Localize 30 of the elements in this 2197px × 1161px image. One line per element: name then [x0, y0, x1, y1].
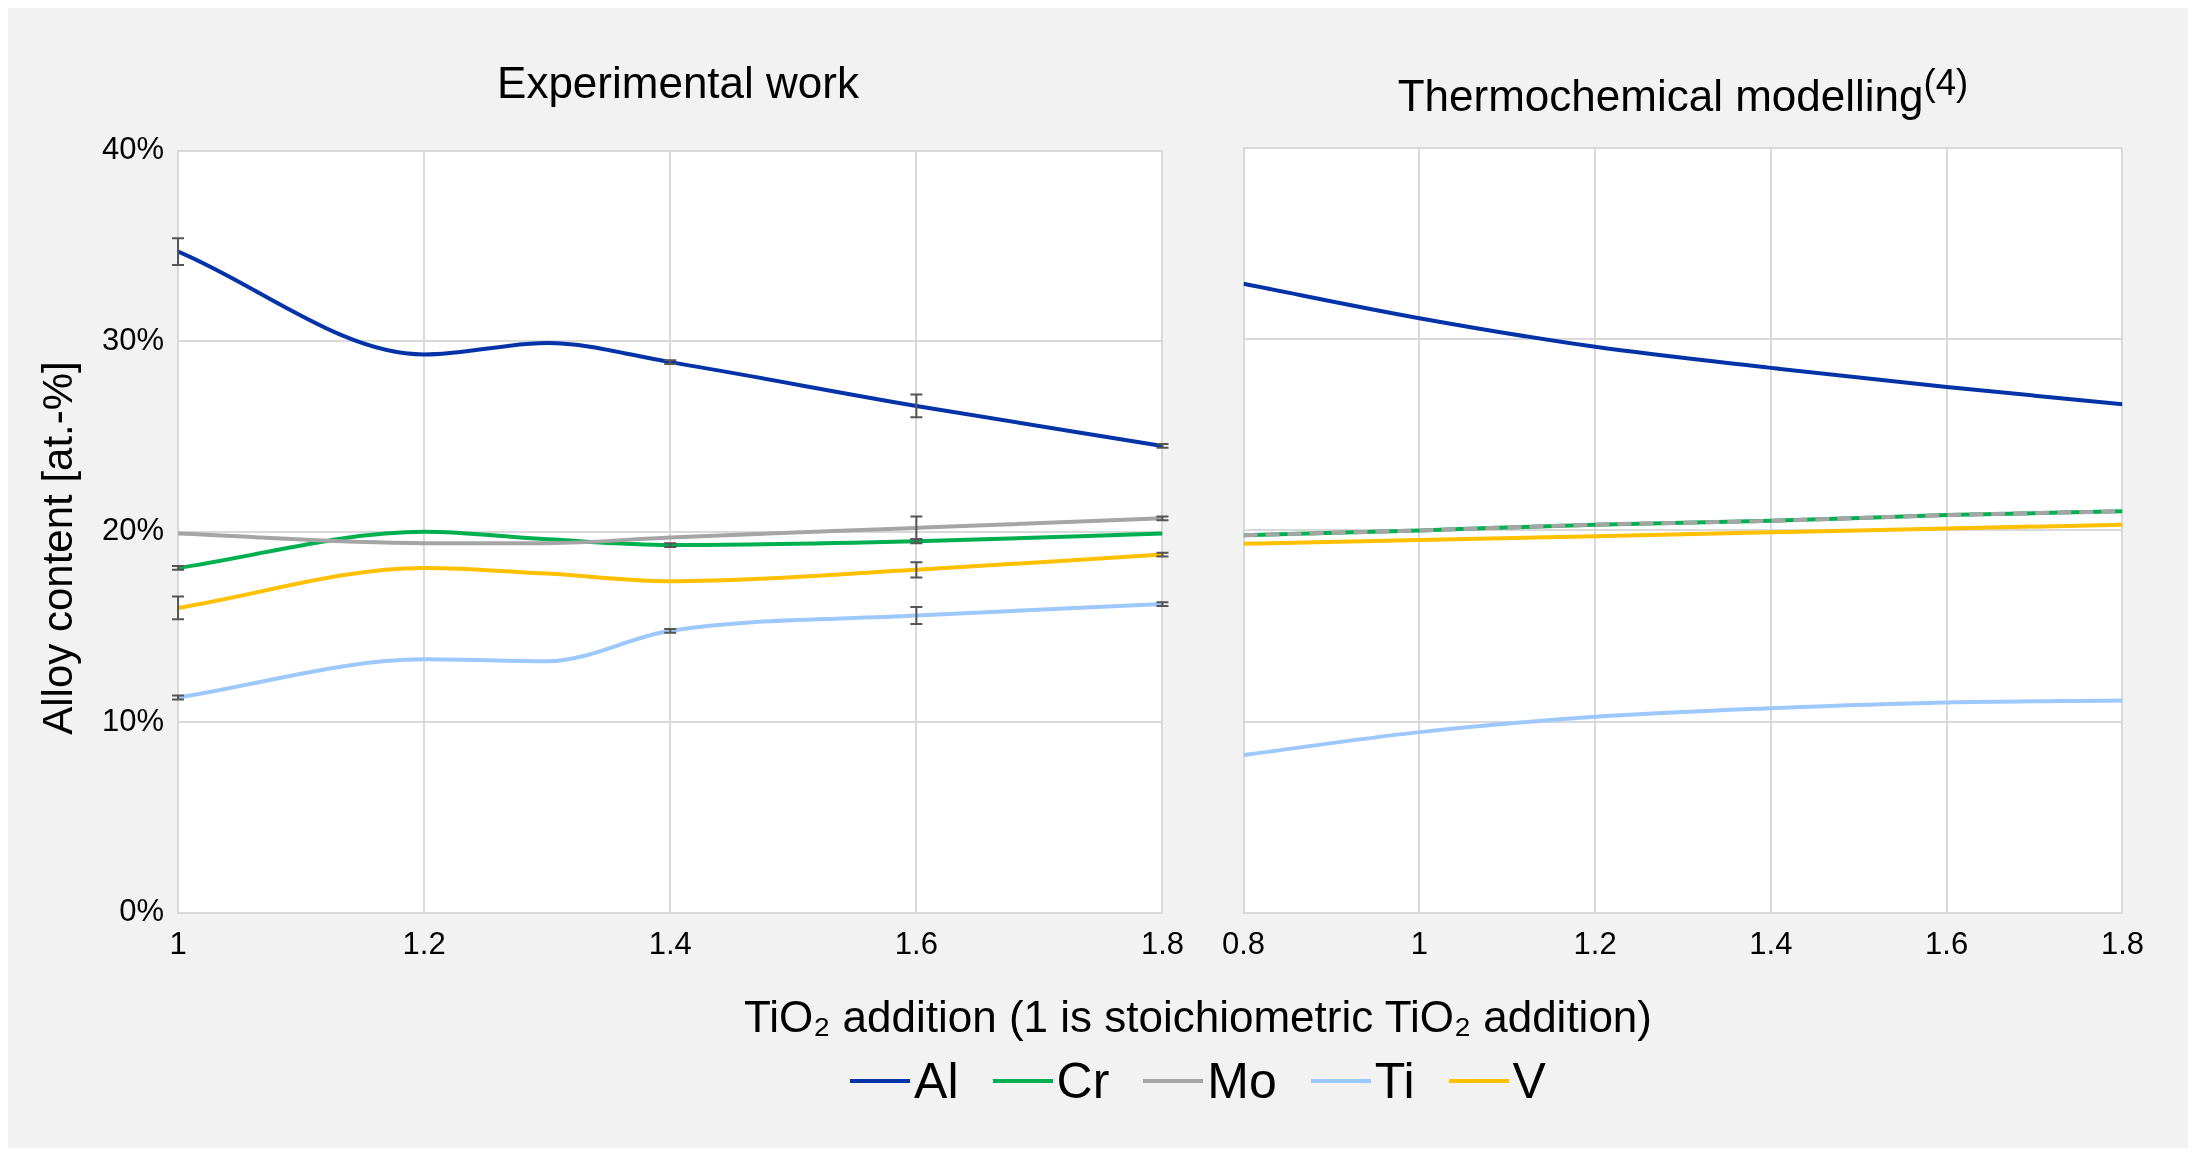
x-tick-label: 1	[169, 925, 187, 961]
x-tick-label: 0.8	[1221, 925, 1266, 961]
y-tick-label: 20%	[102, 512, 165, 548]
chart-title: Experimental work	[496, 57, 860, 109]
x-tick-label: 1.6	[894, 925, 938, 961]
y-tick-label: 40%	[102, 131, 165, 167]
x-axis-title: TiO₂ addition (1 is stoichiometric TiO₂ addition)	[743, 992, 1653, 1042]
x-tick-label: 1.2	[402, 925, 446, 961]
x-tick-label: 1	[1410, 925, 1428, 961]
x-tick-label: 1.8	[1140, 925, 1185, 961]
line-series	[178, 249, 1163, 448]
line-series	[178, 529, 1163, 570]
y-axis-title: Alloy content [at.-%]	[34, 361, 82, 735]
legend-label: V	[1512, 1052, 1546, 1110]
line-series	[178, 516, 1163, 546]
chart-title: Thermochemical modelling$^{(4)}$	[1396, 61, 1970, 120]
x-tick-label: 1.2	[1573, 925, 1617, 961]
legend-label: Mo	[1207, 1052, 1277, 1110]
line-series	[178, 552, 1163, 610]
x-tick-label: 1.4	[1749, 925, 1793, 961]
legend-label: Ti	[1374, 1052, 1415, 1110]
y-tick-label: 30%	[102, 321, 165, 357]
x-tick-label: 1.6	[1925, 925, 1969, 961]
y-tick-label: 0%	[119, 893, 165, 929]
legend-label: Al	[914, 1052, 959, 1110]
y-tick-label: 10%	[102, 702, 165, 738]
legend-label: Cr	[1056, 1052, 1110, 1110]
x-tick-label: 1.4	[648, 925, 692, 961]
x-tick-label: 1.8	[2100, 925, 2145, 961]
line-series	[178, 602, 1163, 700]
